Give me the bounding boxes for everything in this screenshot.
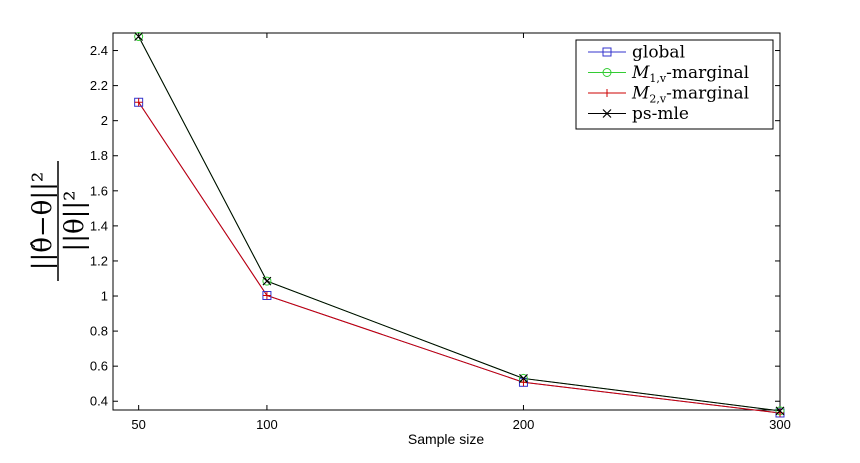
y-tick-label: 0.4 xyxy=(90,394,108,409)
x-tick-label: 100 xyxy=(256,417,278,432)
y-tick-label: 2 xyxy=(101,113,108,128)
series-3-point-0 xyxy=(134,32,144,41)
legend-marker-3 xyxy=(602,109,612,118)
series-line-3 xyxy=(138,36,781,412)
y-tick-label: 0.6 xyxy=(90,359,108,374)
legend-label-3: ps-mle xyxy=(632,104,689,124)
series-3-point-3 xyxy=(775,406,785,416)
series-2-point-1 xyxy=(262,291,271,300)
series-1-point-1 xyxy=(262,276,272,286)
y-tick-label: 1.6 xyxy=(90,183,108,198)
y-tick-label: 1.8 xyxy=(90,148,108,163)
series-line-2 xyxy=(138,101,781,414)
y-tick-label: 2.2 xyxy=(90,78,108,93)
series-3-point-2 xyxy=(519,374,528,383)
legend-marker-2 xyxy=(603,89,611,97)
y-axis-title: ||θ̂−θ||² ||θ||² xyxy=(28,161,90,281)
x-axis-title: Sample size xyxy=(408,431,484,447)
legend-label-0: global xyxy=(632,43,685,63)
legend-marker-1 xyxy=(602,68,612,77)
series-2-point-0 xyxy=(134,98,143,107)
series-3-point-1 xyxy=(262,276,272,286)
x-tick-label: 50 xyxy=(131,417,145,432)
legend-marker-0 xyxy=(602,47,612,57)
series-2-point-2 xyxy=(519,378,528,387)
y-tick-label: 1 xyxy=(101,289,108,304)
legend-label-2: M2,v-marginal xyxy=(631,84,749,106)
axis-ticks: 50 100 200 300 0.4 0.6 0.8 1 1.2 1.4 1.6 1.8 2 2.2 2.4 xyxy=(90,33,791,432)
y-tick-label: 1.2 xyxy=(90,253,108,268)
y-tick-label: 1.4 xyxy=(90,218,108,233)
x-tick-label: 200 xyxy=(513,417,535,432)
y-tick-label: 2.4 xyxy=(90,43,108,58)
y-tick-label: 0.8 xyxy=(90,324,108,339)
x-tick-label: 300 xyxy=(769,417,791,432)
series-markers xyxy=(134,32,785,418)
legend-label-1: M1,v-marginal xyxy=(631,63,749,85)
legend-box xyxy=(575,39,774,130)
series-1-point-0 xyxy=(134,32,144,42)
y-axis-title-numerator: ||θ̂−θ||² xyxy=(28,172,58,271)
y-axis-title-denominator: ||θ||² xyxy=(60,190,90,251)
series-lines xyxy=(138,36,781,414)
